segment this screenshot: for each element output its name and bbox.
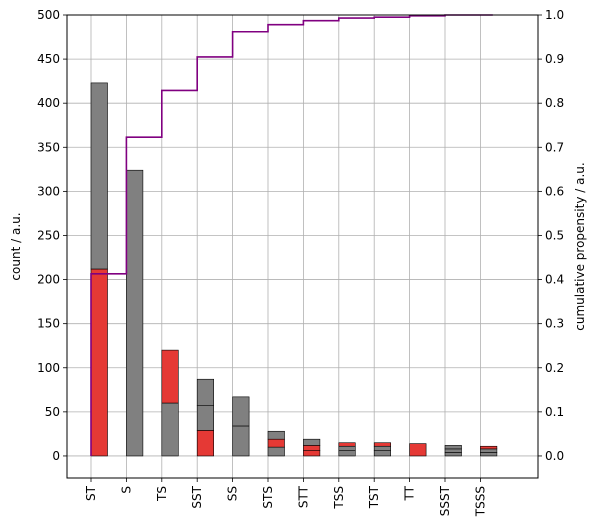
bar-segment-STS-1 (267, 438, 285, 448)
bar-segment-TSS-2 (338, 442, 356, 447)
y2-tick-label: 0.8 (545, 96, 564, 110)
x-tick-label-SSST: SSST (438, 485, 452, 516)
y-tick-label: 300 (37, 184, 60, 198)
y2-tick-label: 0.4 (545, 273, 564, 287)
x-tick-label-STS: STS (261, 486, 275, 509)
bar-segment-ST-1 (90, 82, 108, 270)
y-tick-label: 100 (37, 361, 60, 375)
bar-segment-SST-2 (196, 378, 214, 406)
y-tick-label: 400 (37, 96, 60, 110)
cumulative-step-line (90, 14, 493, 456)
bar-segment-STT-2 (303, 438, 321, 446)
x-tick-label-TST: TST (367, 485, 381, 509)
bars (90, 82, 498, 457)
y-tick-label: 450 (37, 52, 60, 66)
y-axis-label: count / a.u. (9, 212, 23, 280)
x-axis-ticks: ST S TS SST SS STS STT TSS TST TT SSST TSSS (84, 478, 487, 517)
bar-segment-TS-1 (161, 349, 179, 404)
bar-segment-SSST-2 (444, 445, 462, 450)
y2-axis-label: cumulative propensity / a.u. (573, 162, 587, 330)
y2-tick-label: 0.7 (545, 140, 564, 154)
bar-segment-ST-0 (90, 268, 108, 457)
x-tick-label-S: S (119, 486, 133, 494)
y2-tick-label: 1.0 (545, 8, 564, 22)
bar-segment-S-1 (126, 169, 144, 457)
y2-tick-label: 0.1 (545, 405, 564, 419)
bar-segment-SST-0 (196, 430, 214, 457)
y2-tick-label: 0.2 (545, 361, 564, 375)
bar-segment-SST-1 (196, 405, 214, 431)
left-axis-ticks: 0 50 100 150 200 250 300 350 400 450 500 (37, 8, 67, 463)
bar-segment-TSS-1 (338, 445, 356, 451)
y-tick-label: 350 (37, 140, 60, 154)
y-tick-label: 200 (37, 273, 60, 287)
y2-tick-label: 0.9 (545, 52, 564, 66)
bar-segment-TST-1 (373, 445, 392, 451)
x-tick-label-TSSS: TSSS (473, 486, 487, 517)
x-tick-label-TT: TT (403, 485, 417, 501)
bar-segment-TSSS-1 (480, 448, 498, 453)
x-tick-label-SS: SS (226, 486, 240, 501)
cumulative-line (90, 14, 493, 456)
bar-segment-TST-2 (373, 442, 392, 447)
x-tick-label-ST: ST (84, 485, 98, 501)
y2-tick-label: 0.6 (545, 184, 564, 198)
bar-segment-SS-0 (232, 425, 250, 457)
y2-tick-label: 0.5 (545, 228, 564, 242)
plot-frame (66, 14, 539, 479)
bar-segment-TSSS-0 (480, 452, 498, 457)
y-tick-label: 0 (52, 449, 60, 463)
y-tick-label: 50 (45, 405, 60, 419)
bar-segment-TST-0 (373, 450, 392, 457)
y2-tick-label: 0.3 (545, 317, 564, 331)
bar-segment-STS-0 (267, 446, 285, 457)
right-axis-ticks: 0.0 0.1 0.2 0.3 0.4 0.5 0.6 0.7 0.8 0.9 1.0 (538, 8, 564, 463)
bar-segment-SS-1 (232, 396, 250, 427)
bar-segment-TSSS-2 (480, 445, 498, 450)
bar-segment-TSS-0 (338, 450, 356, 457)
bar-segment-SSST-1 (444, 448, 462, 453)
bar-segment-TT-0 (409, 443, 427, 457)
y2-tick-label: 0.0 (545, 449, 564, 463)
bar-segment-TS-0 (161, 402, 179, 457)
y-tick-label: 150 (37, 317, 60, 331)
bar-segment-SSST-0 (444, 452, 462, 457)
bar-segment-STT-1 (303, 445, 321, 451)
x-tick-label-TS: TS (155, 486, 169, 502)
y-tick-label: 500 (37, 8, 60, 22)
y-tick-label: 250 (37, 228, 60, 242)
bar-segment-STT-0 (303, 450, 321, 457)
x-tick-label-STT: STT (296, 485, 310, 508)
bar-segment-STS-2 (267, 430, 285, 440)
x-tick-label-TSS: TSS (332, 486, 346, 510)
x-tick-label-SST: SST (190, 485, 204, 508)
